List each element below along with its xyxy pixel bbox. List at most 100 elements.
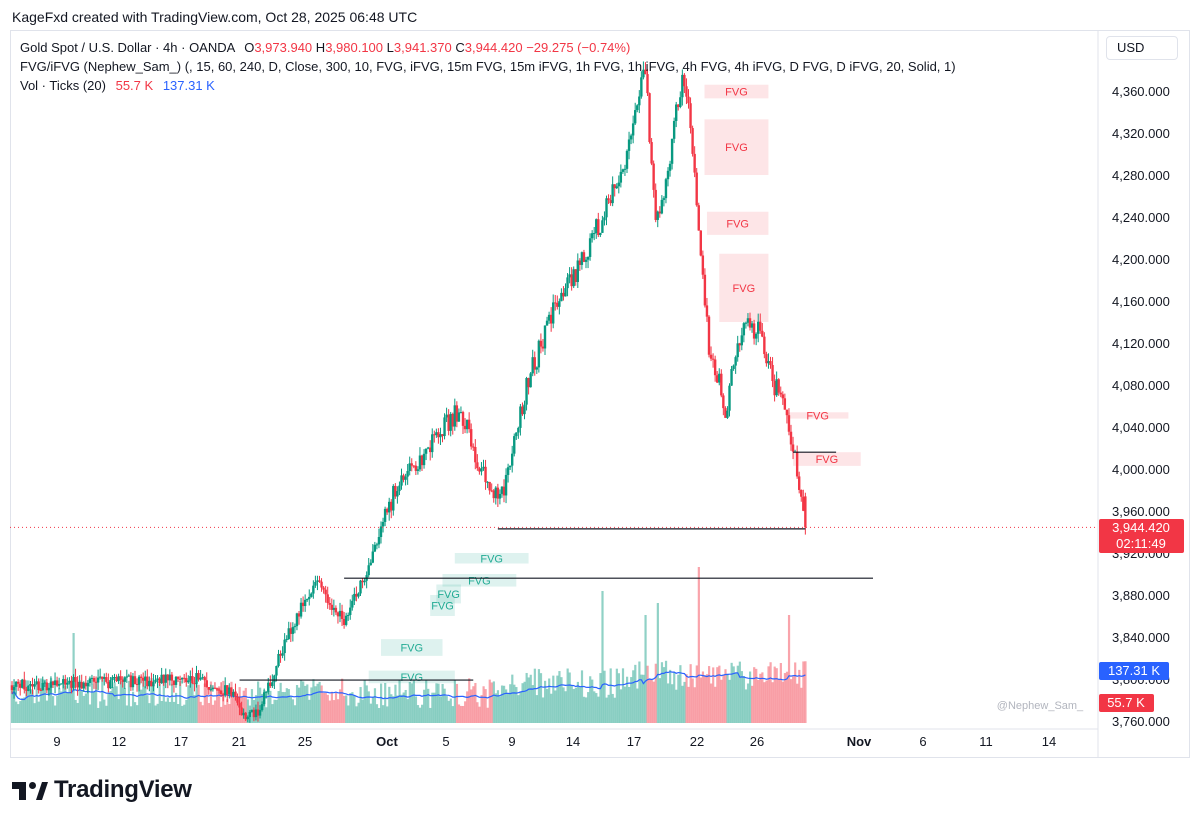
candle-body xyxy=(697,205,700,231)
x-tick-label: 14 xyxy=(1042,734,1056,749)
legend-indicator-row[interactable]: FVG/iFVG (Nephew_Sam_) (, 15, 60, 240, D… xyxy=(20,59,956,74)
volume-bar xyxy=(330,691,333,723)
candle-body xyxy=(412,465,415,467)
volume-bar xyxy=(64,685,67,723)
x-tick-label: Oct xyxy=(376,734,398,749)
candle-body xyxy=(521,406,524,415)
candle-body xyxy=(726,410,729,418)
candle xyxy=(340,604,344,626)
candle-body xyxy=(599,232,602,235)
candle xyxy=(593,227,596,241)
volume-bar xyxy=(357,702,360,723)
candle xyxy=(211,685,215,692)
volume-bar xyxy=(558,671,561,723)
candle-body xyxy=(320,581,323,588)
candle-body xyxy=(437,432,440,438)
volume-bar xyxy=(783,673,787,723)
volume-bar xyxy=(287,689,290,723)
volume-bar xyxy=(201,705,204,723)
volume-bar xyxy=(127,680,131,723)
candle-body xyxy=(617,182,620,187)
candle xyxy=(388,497,391,521)
candle xyxy=(754,332,758,346)
candle-body xyxy=(705,305,709,317)
candle xyxy=(277,649,280,668)
candle-body xyxy=(769,361,772,366)
candle-body xyxy=(795,451,799,477)
candle-body xyxy=(197,673,200,680)
volume-bar xyxy=(363,680,366,723)
x-tick-label: 9 xyxy=(508,734,515,749)
legend-volume-row[interactable]: Vol · Ticks (20) 55.7 K 137.31 K xyxy=(20,78,215,93)
currency-selector[interactable]: USD xyxy=(1106,36,1178,60)
candle xyxy=(103,673,106,686)
candle xyxy=(355,586,358,602)
candle-body xyxy=(396,491,399,497)
volume-bar xyxy=(732,666,735,723)
volume-bar xyxy=(578,687,582,723)
legend-symbol-row[interactable]: Gold Spot / U.S. Dollar · 4h · OANDA O3,… xyxy=(20,40,630,55)
volume-bar xyxy=(470,689,473,723)
candle-body xyxy=(631,123,635,136)
candle xyxy=(703,268,707,308)
candle xyxy=(109,677,112,689)
volume-bar xyxy=(246,699,249,723)
candle xyxy=(60,683,63,685)
candle-body xyxy=(187,680,190,683)
candle xyxy=(330,598,333,616)
candle xyxy=(174,675,178,688)
candle-body xyxy=(369,562,372,566)
candle-body xyxy=(344,615,348,625)
candle xyxy=(33,678,36,690)
volume-bar xyxy=(109,691,112,723)
volume-bar xyxy=(117,699,120,723)
volume-bar xyxy=(380,683,383,723)
candle-body xyxy=(613,184,616,189)
candle-body xyxy=(642,69,645,78)
candle-body xyxy=(47,687,51,691)
candle-body xyxy=(646,74,649,94)
volume-bar xyxy=(56,695,59,723)
volume-bar xyxy=(710,683,713,723)
candle-body xyxy=(43,682,46,684)
candle-body xyxy=(574,269,577,283)
volume-bar xyxy=(658,678,661,723)
candle xyxy=(342,611,346,629)
candle xyxy=(783,393,787,410)
candle xyxy=(685,78,688,105)
candle xyxy=(687,89,690,109)
candle-body xyxy=(82,682,85,689)
volume-bar xyxy=(76,702,79,723)
candle xyxy=(607,194,610,204)
candle-body xyxy=(775,379,778,396)
candle-body xyxy=(115,677,118,682)
fvg-label-6: FVG xyxy=(816,454,839,466)
volume-bar xyxy=(285,688,288,723)
candle-body xyxy=(459,412,463,414)
candle xyxy=(623,164,627,176)
volume-bar xyxy=(138,682,141,723)
candle-body xyxy=(176,676,180,679)
candle-body xyxy=(49,681,53,688)
volume-bar xyxy=(29,689,32,723)
volume-bar xyxy=(228,704,231,723)
volume-bar xyxy=(539,673,543,723)
candle-body xyxy=(209,689,213,691)
candle xyxy=(467,412,471,433)
volume-bar xyxy=(541,697,545,723)
volume-bar xyxy=(377,707,381,723)
volume-bar xyxy=(790,679,793,723)
candle-body xyxy=(670,138,674,164)
candle xyxy=(549,307,553,332)
x-tick-label: 12 xyxy=(112,734,126,749)
volume-bar xyxy=(673,672,676,723)
candle-body xyxy=(605,198,608,218)
volume-bar xyxy=(802,661,805,723)
x-tick-label: 14 xyxy=(566,734,580,749)
volume-bar xyxy=(146,695,149,723)
candle xyxy=(631,115,635,144)
x-tick-label: 21 xyxy=(232,734,246,749)
volume-bar xyxy=(367,691,370,723)
